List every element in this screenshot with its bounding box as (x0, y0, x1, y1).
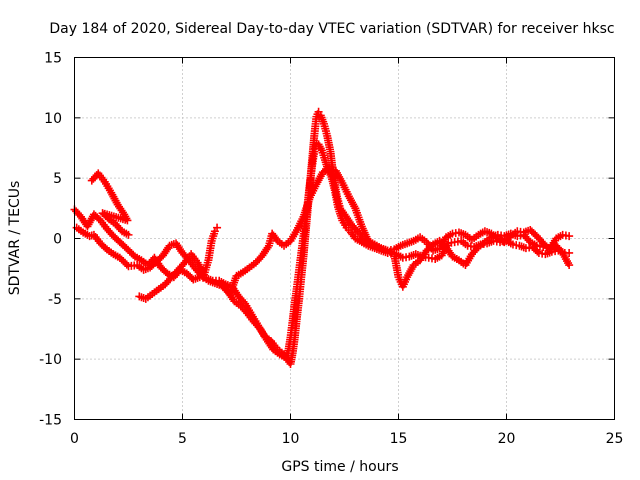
x-axis-label: GPS time / hours (281, 459, 398, 475)
x-tick-label: 15 (390, 431, 408, 447)
y-tick-label: -10 (39, 352, 62, 368)
y-tick-label: 10 (44, 111, 62, 127)
y-tick-label: -15 (39, 413, 62, 429)
series-track-c (87, 164, 574, 303)
chart-axes (74, 57, 615, 420)
y-axis-label: SDTVAR / TECUs (7, 181, 23, 296)
y-tick-label: 0 (53, 232, 62, 248)
data-point (565, 232, 574, 241)
chart-series (70, 107, 574, 368)
x-tick-label: 20 (498, 431, 516, 447)
x-tick-label: 25 (606, 431, 624, 447)
data-point (124, 230, 133, 239)
y-tick-labels: -15 -10 -5 0 5 10 15 (39, 51, 62, 429)
data-point (122, 260, 131, 269)
y-tick-label: 15 (44, 51, 62, 67)
x-tick-labels: 0 5 10 15 20 25 (70, 431, 623, 447)
y-tick-label: -5 (48, 292, 62, 308)
x-tick-label: 5 (178, 431, 187, 447)
data-point (565, 261, 574, 270)
data-point (213, 223, 222, 232)
y-tick-label: 5 (53, 171, 62, 187)
chart-title: Day 184 of 2020, Sidereal Day-to-day VTE… (49, 21, 614, 37)
chart-grid (74, 57, 615, 420)
x-tick-label: 10 (282, 431, 300, 447)
x-tick-label: 0 (70, 431, 79, 447)
